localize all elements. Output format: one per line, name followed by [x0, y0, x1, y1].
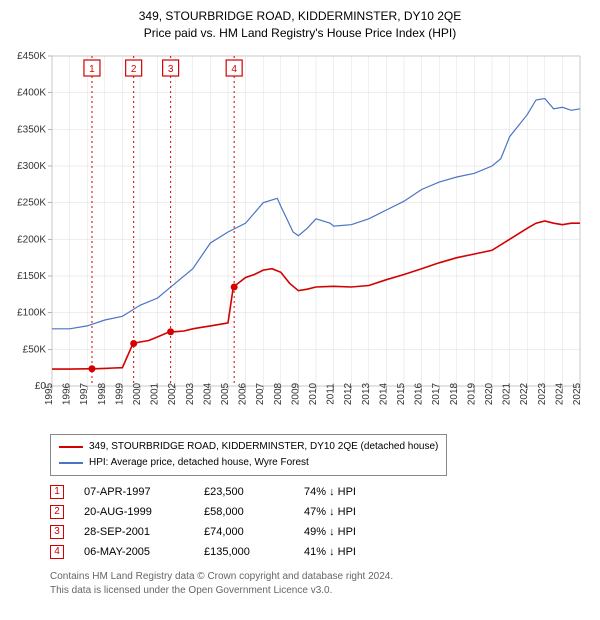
event-date: 07-APR-1997: [84, 486, 184, 498]
x-tick-label: 2023: [537, 382, 548, 405]
x-tick-label: 2021: [502, 382, 513, 405]
y-tick-label: £300K: [17, 161, 46, 172]
x-tick-label: 2008: [273, 382, 284, 405]
events-table: 1 07-APR-1997 £23,500 74% ↓ HPI 2 20-AUG-1999…: [50, 482, 590, 562]
legend-row: 349, STOURBRIDGE ROAD, KIDDERMINSTER, DY…: [59, 439, 438, 455]
x-tick-label: 1998: [97, 382, 108, 405]
x-tick-label: 2006: [238, 382, 249, 405]
title-line2: Price paid vs. HM Land Registry's House …: [10, 25, 590, 42]
event-marker-num: 2: [131, 64, 137, 75]
x-tick-label: 2019: [466, 382, 477, 405]
y-tick-label: £350K: [17, 124, 46, 135]
x-tick-label: 2012: [343, 382, 354, 405]
legend-label: 349, STOURBRIDGE ROAD, KIDDERMINSTER, DY…: [89, 439, 438, 455]
chart-area: £0£50K£100K£150K£200K£250K£300K£350K£400…: [10, 46, 590, 426]
x-tick-label: 2011: [326, 382, 337, 404]
event-num-box: 4: [50, 545, 64, 559]
event-price: £135,000: [204, 546, 284, 558]
title-line1: 349, STOURBRIDGE ROAD, KIDDERMINSTER, DY…: [10, 8, 590, 25]
event-date: 20-AUG-1999: [84, 506, 184, 518]
x-tick-label: 2010: [308, 382, 319, 405]
event-pct: 49% ↓ HPI: [304, 526, 404, 538]
y-tick-label: £50K: [23, 344, 47, 355]
event-row: 2 20-AUG-1999 £58,000 47% ↓ HPI: [50, 502, 590, 522]
x-tick-label: 2005: [220, 382, 231, 405]
y-tick-label: £150K: [17, 271, 46, 282]
event-date: 06-MAY-2005: [84, 546, 184, 558]
event-marker-num: 4: [231, 64, 237, 75]
x-tick-label: 2000: [132, 382, 143, 405]
legend-label: HPI: Average price, detached house, Wyre…: [89, 455, 309, 471]
x-tick-label: 2001: [150, 382, 161, 405]
x-tick-label: 1999: [114, 382, 125, 405]
x-tick-label: 2025: [572, 382, 583, 405]
event-pct: 41% ↓ HPI: [304, 546, 404, 558]
event-num-box: 1: [50, 485, 64, 499]
legend-swatch: [59, 462, 83, 464]
y-tick-label: £200K: [17, 234, 46, 245]
x-tick-label: 2020: [484, 382, 495, 405]
legend: 349, STOURBRIDGE ROAD, KIDDERMINSTER, DY…: [50, 434, 447, 476]
x-tick-label: 2013: [361, 382, 372, 405]
y-tick-label: £400K: [17, 87, 46, 98]
legend-row: HPI: Average price, detached house, Wyre…: [59, 455, 438, 471]
x-tick-label: 2024: [554, 382, 565, 405]
event-pct: 74% ↓ HPI: [304, 486, 404, 498]
x-tick-label: 2009: [290, 382, 301, 405]
event-row: 3 28-SEP-2001 £74,000 49% ↓ HPI: [50, 522, 590, 542]
event-marker-num: 3: [168, 64, 174, 75]
event-price: £23,500: [204, 486, 284, 498]
footnote-line2: This data is licensed under the Open Gov…: [50, 584, 590, 598]
x-tick-label: 2002: [167, 382, 178, 405]
legend-swatch: [59, 446, 83, 448]
x-tick-label: 2014: [378, 382, 389, 405]
event-pct: 47% ↓ HPI: [304, 506, 404, 518]
event-date: 28-SEP-2001: [84, 526, 184, 538]
x-tick-label: 1997: [79, 382, 90, 405]
x-tick-label: 2022: [519, 382, 530, 405]
event-row: 1 07-APR-1997 £23,500 74% ↓ HPI: [50, 482, 590, 502]
event-price: £74,000: [204, 526, 284, 538]
x-tick-label: 2007: [255, 382, 266, 405]
footnote: Contains HM Land Registry data © Crown c…: [50, 570, 590, 598]
chart-title: 349, STOURBRIDGE ROAD, KIDDERMINSTER, DY…: [10, 8, 590, 42]
chart-container: 349, STOURBRIDGE ROAD, KIDDERMINSTER, DY…: [0, 0, 600, 608]
event-marker-num: 1: [89, 64, 95, 75]
event-num-box: 3: [50, 525, 64, 539]
event-num-box: 2: [50, 505, 64, 519]
event-row: 4 06-MAY-2005 £135,000 41% ↓ HPI: [50, 542, 590, 562]
x-tick-label: 2015: [396, 382, 407, 405]
x-tick-label: 2018: [449, 382, 460, 405]
x-tick-label: 2017: [431, 382, 442, 405]
y-tick-label: £450K: [17, 51, 46, 62]
x-tick-label: 1996: [62, 382, 73, 405]
x-tick-label: 2004: [202, 382, 213, 405]
x-tick-label: 2003: [185, 382, 196, 405]
chart-svg: £0£50K£100K£150K£200K£250K£300K£350K£400…: [10, 46, 590, 426]
event-price: £58,000: [204, 506, 284, 518]
y-tick-label: £100K: [17, 307, 46, 318]
x-tick-label: 2016: [414, 382, 425, 405]
footnote-line1: Contains HM Land Registry data © Crown c…: [50, 570, 590, 584]
x-tick-label: 1995: [44, 382, 55, 405]
y-tick-label: £250K: [17, 197, 46, 208]
